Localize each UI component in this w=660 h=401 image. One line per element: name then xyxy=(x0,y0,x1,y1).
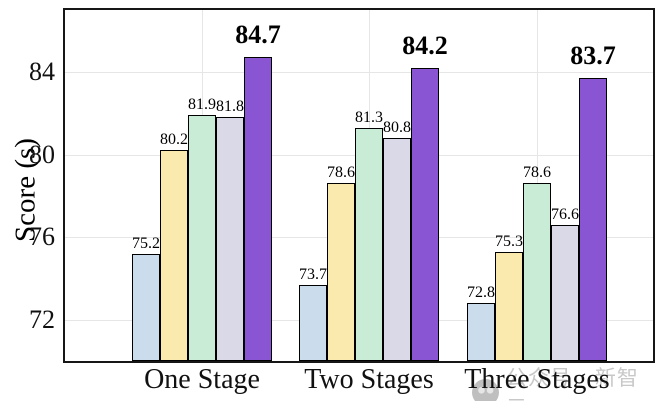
bar-value-label: 80.8 xyxy=(383,119,411,136)
bar-blue xyxy=(467,303,495,361)
bar-lavender xyxy=(551,224,579,361)
bar-yellow xyxy=(327,183,355,361)
plot-area: 75.2 80.2 81.9 81.8 84.7 73.7 78.6 81.3 80.8 84.2… xyxy=(63,8,655,363)
x-tick-label: Two Stages xyxy=(304,364,434,395)
bar-lavender xyxy=(216,117,244,361)
x-tick-label: Three Stages xyxy=(464,364,610,395)
bar-purple xyxy=(579,78,607,361)
bar-value-label: 75.3 xyxy=(495,232,523,250)
bar-purple xyxy=(244,57,272,361)
bar-yellow xyxy=(495,251,523,361)
bar-value-label: 76.6 xyxy=(551,205,579,223)
watermark-text: 公众号 · 新智元 xyxy=(505,366,639,401)
bar-purple xyxy=(411,67,439,361)
bar-value-label: 84.7 xyxy=(235,20,281,50)
watermark: 公众号 · 新智元 xyxy=(472,362,660,401)
xinzhiyuan-logo-icon xyxy=(472,378,499,401)
bar-value-label: 72.8 xyxy=(467,284,495,302)
y-tick-label: 76 xyxy=(29,222,55,252)
y-tick-label: 72 xyxy=(29,304,55,334)
bar-value-label: 78.6 xyxy=(327,164,355,182)
bar-value-label: 80.2 xyxy=(160,131,188,149)
y-gridline xyxy=(65,71,653,73)
bar-blue xyxy=(132,253,160,361)
bar-green xyxy=(188,115,216,361)
bar-green xyxy=(355,127,383,361)
bar-value-label: 81.9 xyxy=(188,96,216,114)
bar-value-label: 73.7 xyxy=(299,265,327,283)
y-tick-label: 80 xyxy=(29,139,55,169)
bar-value-label: 75.2 xyxy=(132,234,160,252)
bar-value-label: 83.7 xyxy=(570,41,616,71)
bar-lavender xyxy=(383,138,411,361)
bar-value-label: 81.3 xyxy=(355,108,383,126)
bar-yellow xyxy=(160,150,188,361)
x-tick-label: One Stage xyxy=(144,364,260,395)
bar-value-label: 84.2 xyxy=(402,30,448,60)
y-tick-label: 84 xyxy=(29,56,55,86)
bar-value-label: 78.6 xyxy=(523,164,551,182)
bar-green xyxy=(523,183,551,361)
bar-value-label: 81.8 xyxy=(216,98,244,116)
bar-blue xyxy=(299,284,327,361)
